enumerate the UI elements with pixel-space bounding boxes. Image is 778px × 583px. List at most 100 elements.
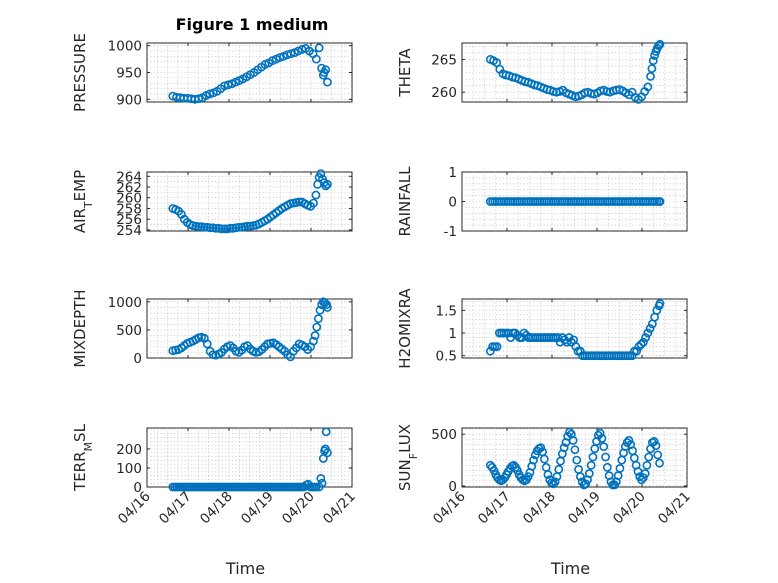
data-point [645, 324, 655, 333]
data-point [539, 454, 549, 464]
data-point [223, 80, 233, 90]
data-point [638, 473, 648, 483]
y-tick-label: 1 [448, 326, 457, 342]
grid-lines [147, 428, 352, 487]
data-point [566, 337, 576, 347]
data-point [641, 333, 650, 342]
data-point [485, 346, 495, 356]
data-point [642, 460, 652, 470]
data-point [649, 437, 659, 446]
data-point [510, 328, 520, 338]
y-axis-label-text: TERR [71, 451, 89, 492]
data-point [316, 474, 326, 483]
data-point [586, 460, 596, 470]
subplot-1: 900 950 1000 PRESSURE [71, 33, 353, 112]
y-tick-label: 0 [133, 351, 142, 367]
data-point [599, 442, 609, 452]
data-point [294, 197, 304, 207]
data-point [643, 328, 653, 338]
y-axis-label-text: SL [71, 423, 89, 442]
data-point [202, 339, 212, 349]
data-point [519, 328, 529, 338]
x-tick-label: 04/18 [520, 489, 559, 528]
data-point [602, 462, 612, 472]
data-series [168, 297, 332, 362]
data-point [243, 221, 252, 231]
y-tick-label: 900 [116, 92, 142, 108]
data-series [168, 43, 332, 104]
data-point [588, 452, 598, 462]
data-point [314, 43, 324, 53]
x-tick-label: 04/18 [197, 489, 236, 528]
data-point [646, 72, 655, 81]
y-tick-label: 1000 [108, 39, 142, 55]
data-point [543, 470, 553, 479]
y-tick-label: 265 [431, 52, 457, 68]
data-point [286, 49, 296, 59]
y-tick-label: 1.5 [436, 303, 457, 319]
data-point [205, 223, 215, 233]
data-point [225, 223, 235, 233]
y-tick-label: 256 [116, 212, 142, 228]
data-point [652, 305, 662, 315]
data-point [648, 56, 658, 66]
data-point [554, 465, 564, 474]
y-axis-label-subscript: T [82, 201, 95, 209]
data-point [536, 443, 546, 453]
data-point [217, 224, 227, 234]
data-point [194, 222, 204, 232]
y-axis-label: AIRTEMP [71, 170, 95, 233]
data-point [644, 452, 654, 462]
data-point [205, 89, 215, 99]
data-point [512, 466, 522, 475]
axes-background [146, 427, 353, 488]
data-point [651, 441, 661, 450]
data-point [564, 333, 574, 342]
y-tick-label: 100 [116, 461, 142, 477]
x-tick-label: 04/17 [475, 489, 514, 528]
data-point [653, 450, 663, 460]
x-tick-label: 04/20 [279, 489, 318, 528]
data-point [636, 339, 646, 349]
subplot-2: 260 265 THETA [396, 39, 688, 104]
data-point [615, 463, 625, 473]
data-series [168, 169, 332, 234]
data-point [572, 455, 582, 465]
data-point [640, 469, 650, 478]
data-point [322, 448, 332, 458]
data-point [632, 346, 641, 356]
data-point [643, 82, 653, 92]
y-tick-label: 500 [116, 323, 142, 339]
data-point [559, 443, 569, 453]
data-point [575, 472, 585, 482]
x-axis-label: Time [550, 559, 590, 578]
data-point [655, 299, 665, 308]
data-point [234, 222, 244, 232]
data-point [581, 479, 591, 489]
data-series [485, 39, 665, 104]
data-point [624, 436, 634, 445]
y-axis-label: PRESSURE [71, 33, 89, 112]
data-point [601, 452, 610, 462]
data-point [321, 427, 331, 437]
data-series [485, 197, 665, 206]
data-point [548, 479, 558, 489]
y-axis-label-subscript: F [407, 453, 420, 459]
data-point [275, 53, 285, 62]
y-axis-label: THETA [396, 48, 414, 98]
x-axis-label: Time [225, 559, 265, 578]
y-tick-label: 260 [116, 191, 142, 207]
data-point [321, 65, 331, 75]
data-point [627, 351, 637, 361]
x-tick-label: 04/19 [565, 489, 604, 528]
data-point [322, 179, 332, 189]
y-tick-label: 500 [431, 427, 457, 443]
x-tick-label: 04/17 [156, 489, 195, 528]
y-tick-label: 0 [448, 479, 457, 495]
subplot-4: -1 0 1 RAINFALL [396, 165, 688, 240]
y-tick-label: 950 [116, 66, 142, 82]
data-point [315, 305, 325, 315]
